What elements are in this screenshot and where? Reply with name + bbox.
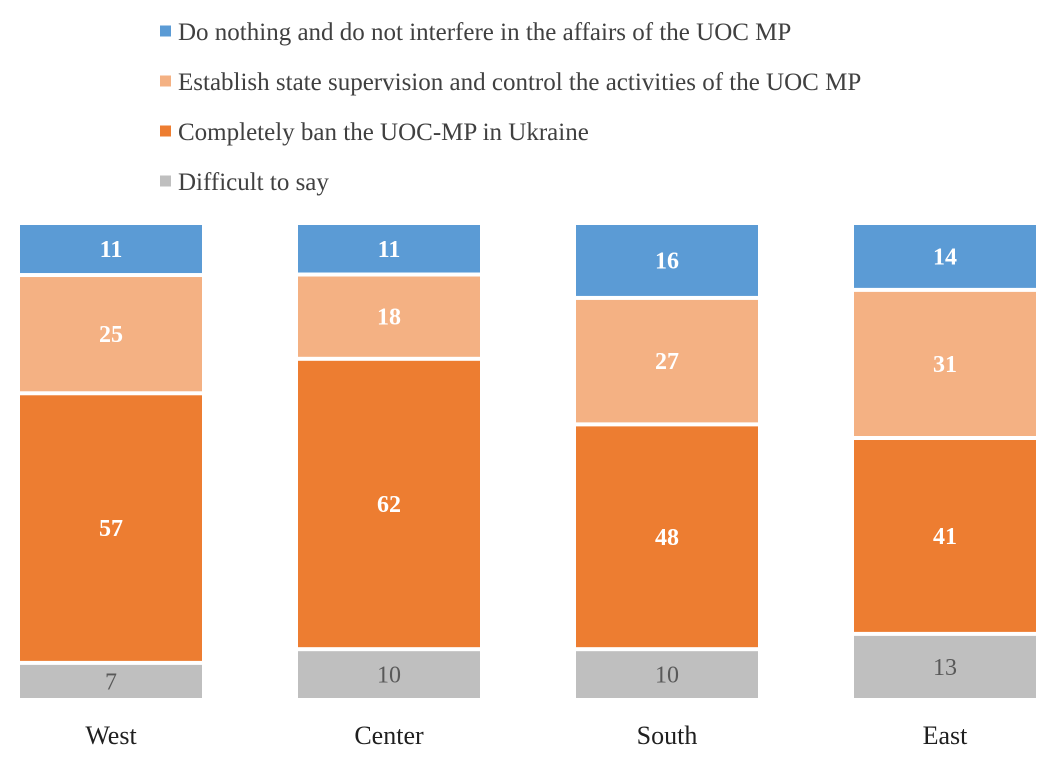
data-label: 7	[105, 669, 117, 695]
legend-label: Establish state supervision and control …	[178, 69, 861, 96]
bar-segment	[20, 664, 202, 698]
data-label: 62	[377, 492, 401, 518]
data-label: 48	[655, 525, 679, 551]
data-label: 13	[933, 655, 957, 681]
data-label: 11	[378, 237, 401, 263]
bar-segment	[20, 225, 202, 274]
data-label: 16	[655, 248, 679, 274]
legend-label: Completely ban the UOC-MP in Ukraine	[178, 119, 589, 146]
bar-segment	[854, 635, 1036, 698]
legend-item: Establish state supervision and control …	[160, 69, 861, 96]
bar-segment	[20, 395, 202, 661]
bar-segment	[854, 225, 1036, 288]
data-label: 10	[377, 663, 401, 689]
legend: Do nothing and do not interfere in the a…	[160, 19, 861, 196]
category-label: East	[923, 721, 969, 750]
bar-segment	[298, 651, 480, 698]
bar-stack-south: 16 27 48 10	[576, 225, 758, 698]
legend-label: Do nothing and do not interfere in the a…	[178, 19, 791, 46]
legend-item: Completely ban the UOC-MP in Ukraine	[160, 119, 589, 146]
data-label: 57	[99, 516, 123, 542]
bar-segment	[298, 276, 480, 357]
bar-segment	[576, 426, 758, 648]
legend-swatch	[160, 75, 171, 87]
bar-segment	[576, 299, 758, 423]
bar-segment	[854, 440, 1036, 632]
category-labels: West Center South East	[85, 721, 968, 750]
legend-label: Difficult to say	[178, 169, 329, 196]
bar-segment	[576, 225, 758, 296]
bar-segment	[854, 291, 1036, 436]
data-label: 31	[933, 352, 957, 378]
bar-segment	[298, 360, 480, 648]
legend-item: Do nothing and do not interfere in the a…	[160, 19, 791, 46]
legend-swatch	[160, 25, 171, 37]
data-label: 41	[933, 524, 957, 550]
category-label: Center	[354, 721, 424, 750]
bar-stack-center: 11 18 62 10	[298, 225, 480, 698]
data-label: 18	[377, 305, 401, 331]
bar-stack-west: 11 25 57 7	[20, 225, 202, 698]
bar-segment	[298, 225, 480, 273]
data-label: 14	[933, 244, 957, 270]
data-label: 27	[655, 349, 679, 375]
category-label: West	[85, 721, 137, 750]
legend-item: Difficult to say	[160, 169, 329, 196]
bar-segment	[576, 651, 758, 698]
legend-swatch	[160, 175, 171, 187]
category-label: South	[637, 721, 698, 750]
legend-swatch	[160, 125, 171, 137]
data-label: 25	[99, 322, 123, 348]
data-label: 11	[100, 237, 123, 263]
bar-stack-east: 14 31 41 13	[854, 225, 1036, 698]
bar-segment	[20, 277, 202, 392]
bars: 11 25 57 7 11 18 62 10 16 27 48 10 14 31 41 13	[20, 225, 1036, 698]
data-label: 10	[655, 663, 679, 689]
